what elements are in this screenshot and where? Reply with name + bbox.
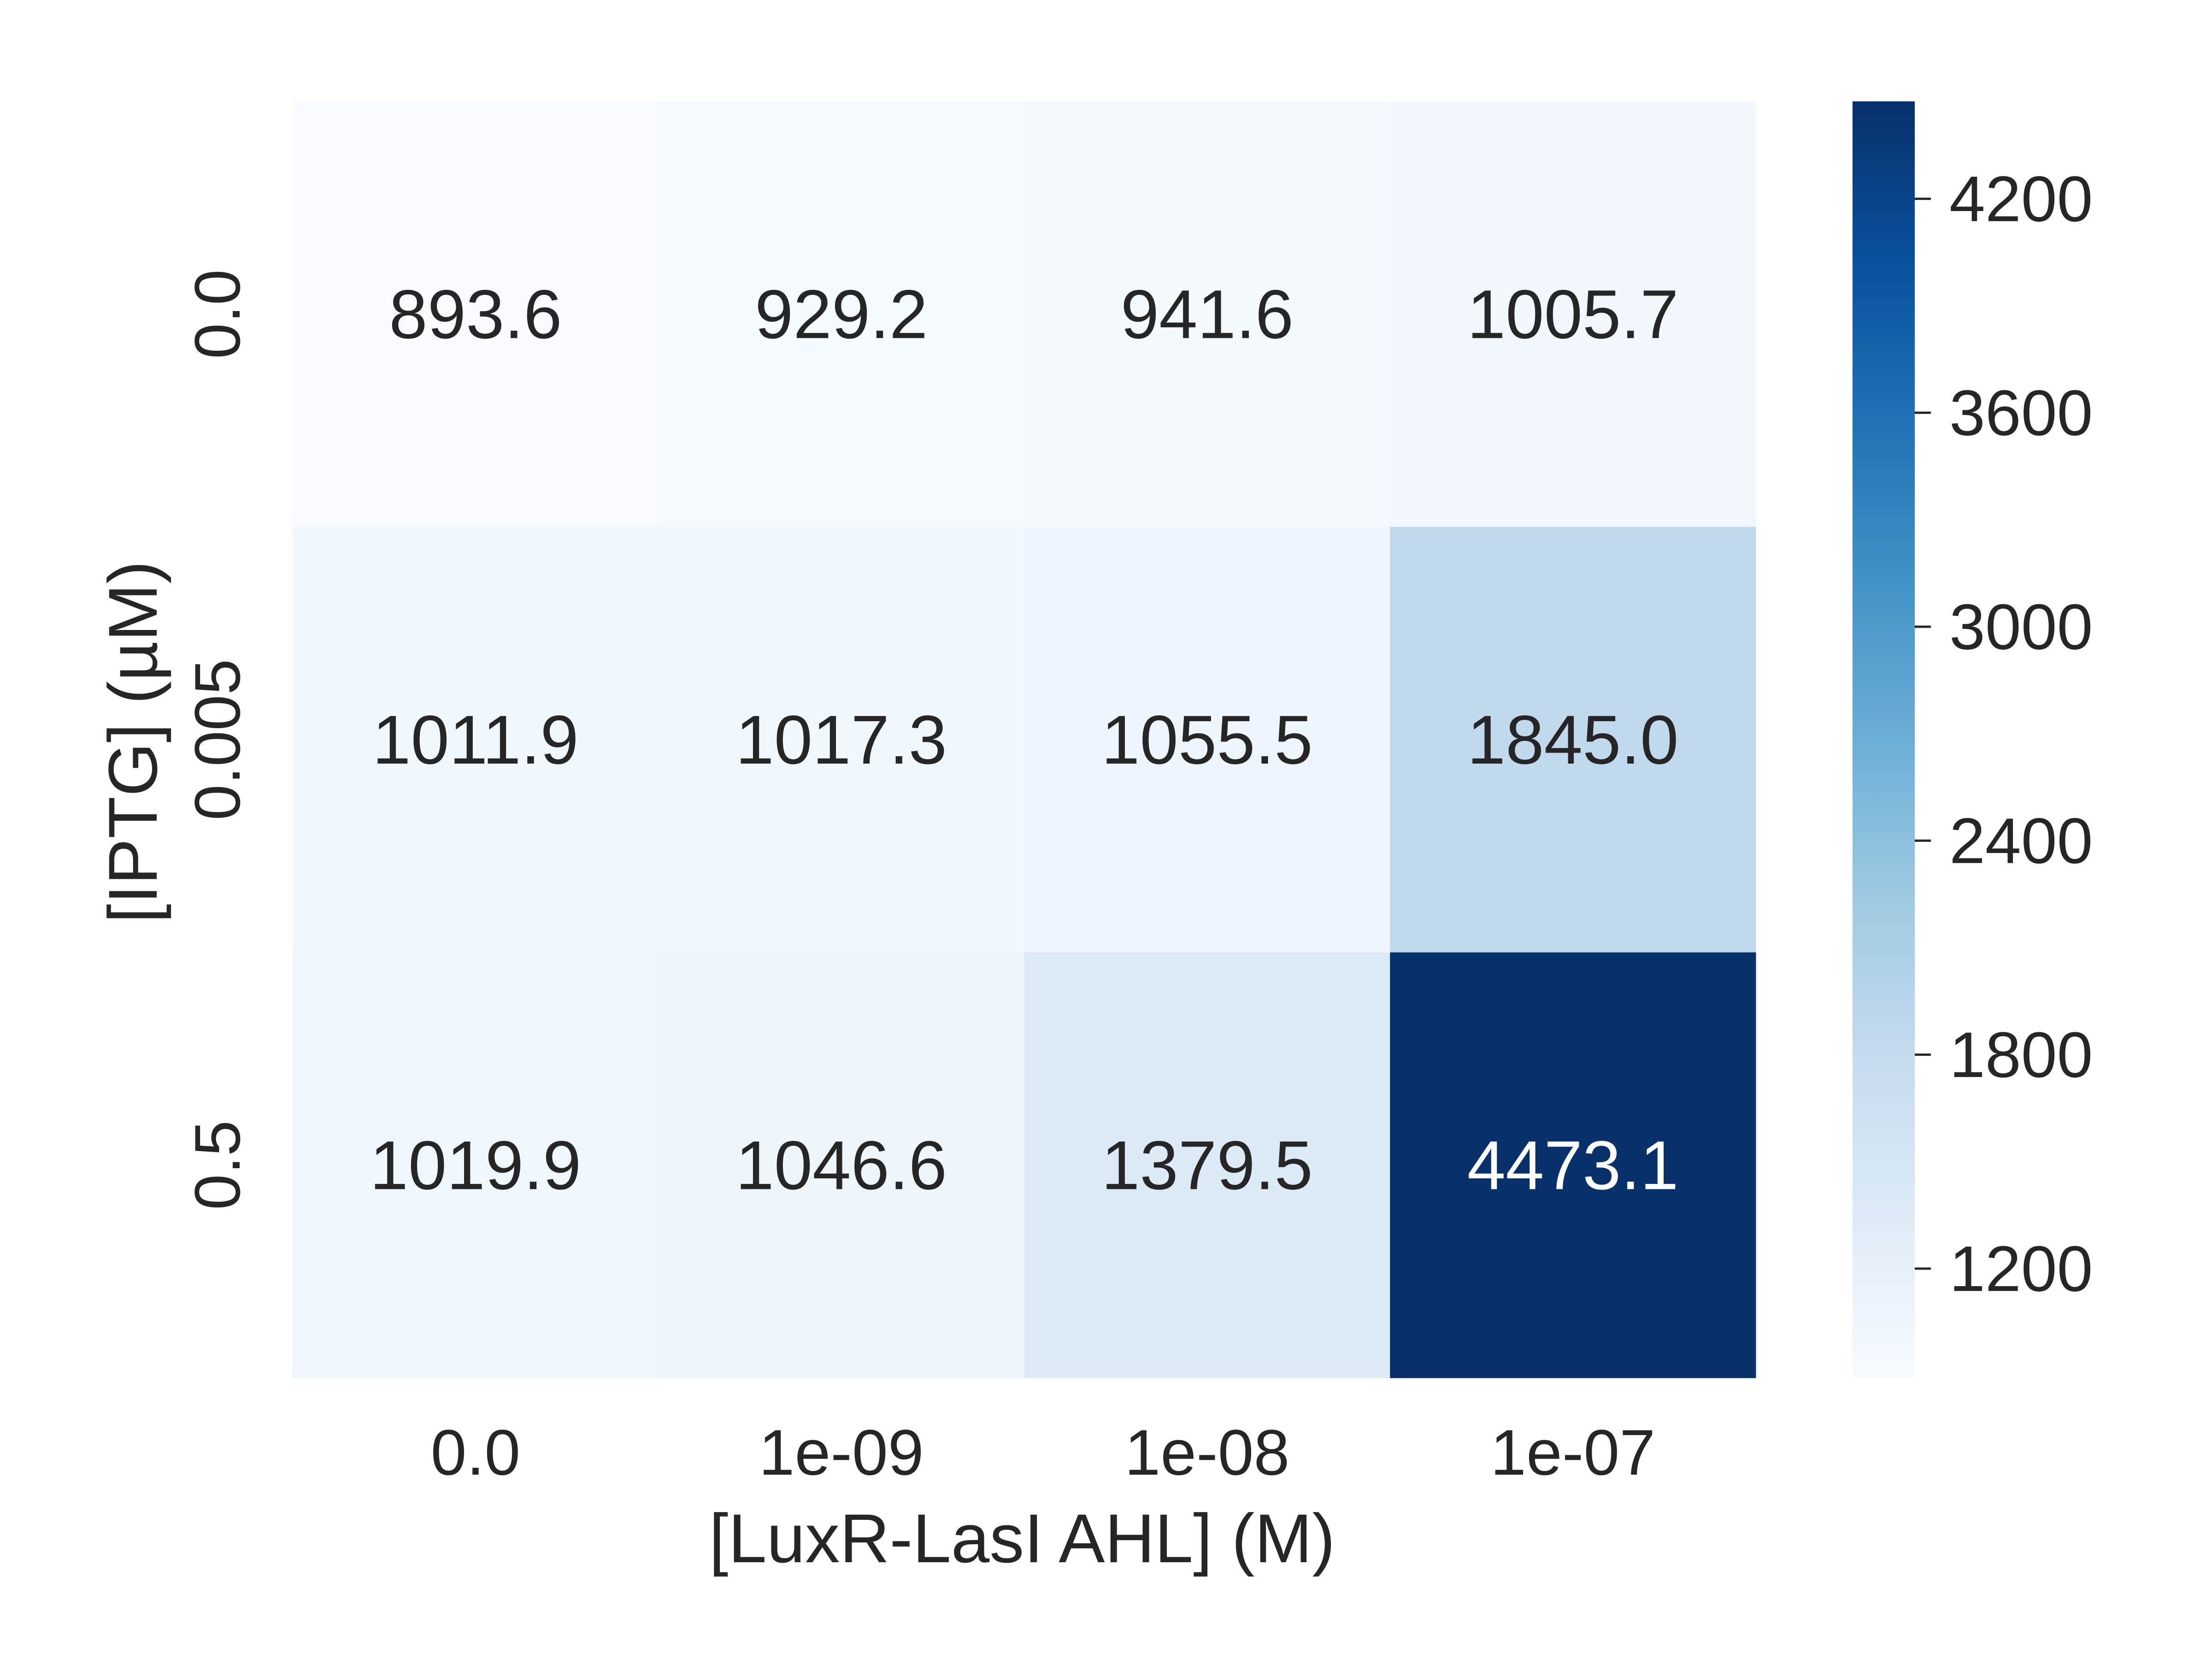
y-tick-label: 0.0 xyxy=(181,269,253,359)
colorbar-tick-label: 3000 xyxy=(1949,590,2093,663)
cell-value-label: 1005.7 xyxy=(1467,276,1679,353)
colorbar xyxy=(1853,101,1915,1378)
colorbar-tick-label: 1800 xyxy=(1949,1018,2093,1091)
x-tick-label: 1e-08 xyxy=(1124,1416,1289,1488)
x-tick-label: 1e-07 xyxy=(1490,1416,1655,1488)
x-tick-label: 0.0 xyxy=(431,1416,521,1488)
heatmap-cell-labels: 893.6 929.2 941.6 1005.7 1011.9 1017.3 1055.5 1… xyxy=(370,276,1678,1204)
cell-value-label: 1011.9 xyxy=(372,701,579,778)
heatmap-cell xyxy=(1024,101,1390,527)
heatmap-cell xyxy=(1390,527,1756,953)
cell-value-label: 1379.5 xyxy=(1101,1126,1313,1204)
heatmap-cell xyxy=(1390,952,1756,1378)
cell-value-label: 1845.0 xyxy=(1467,701,1679,778)
colorbar-tick-label: 4200 xyxy=(1949,163,2093,235)
cell-value-label: 1046.6 xyxy=(735,1126,947,1204)
heatmap-cell xyxy=(658,527,1024,953)
x-tick-label: 1e-09 xyxy=(759,1416,924,1488)
heatmap-cell xyxy=(1390,101,1756,527)
x-axis-title: [LuxR-LasI AHL] (M) xyxy=(709,1500,1335,1577)
cell-value-label: 941.6 xyxy=(1121,276,1294,353)
heatmap-cells xyxy=(293,101,1756,1378)
cell-value-label: 893.6 xyxy=(389,276,562,353)
cell-value-label: 1055.5 xyxy=(1101,701,1313,778)
heatmap-cell xyxy=(1024,952,1390,1378)
heatmap-cell xyxy=(658,101,1024,527)
heatmap-cell xyxy=(658,952,1024,1378)
y-tick-label: 0.5 xyxy=(181,1120,253,1210)
colorbar-tick-label: 1200 xyxy=(1949,1232,2093,1305)
colorbar-tick-label: 3600 xyxy=(1949,377,2093,449)
cell-value-label: 1017.3 xyxy=(735,701,947,778)
y-axis-title: [IPTG] (µM) xyxy=(94,561,171,923)
x-axis-ticks: 0.0 1e-09 1e-08 1e-07 xyxy=(431,1416,1656,1488)
heatmap-cell xyxy=(293,952,659,1378)
cell-value-label: 1019.9 xyxy=(370,1126,581,1204)
colorbar-tick-label: 2400 xyxy=(1949,805,2093,877)
colorbar-ticks: 1200 1800 2400 3000 3600 4200 xyxy=(1915,163,2093,1305)
cell-value-label: 929.2 xyxy=(755,276,928,353)
y-tick-label: 0.005 xyxy=(181,659,253,820)
heatmap-cell xyxy=(293,527,659,953)
heatmap-cell xyxy=(293,101,659,527)
y-axis-ticks: 0.0 0.005 0.5 xyxy=(181,269,253,1210)
cell-value-label: 4473.1 xyxy=(1467,1126,1679,1204)
heatmap-cell xyxy=(1024,527,1390,953)
